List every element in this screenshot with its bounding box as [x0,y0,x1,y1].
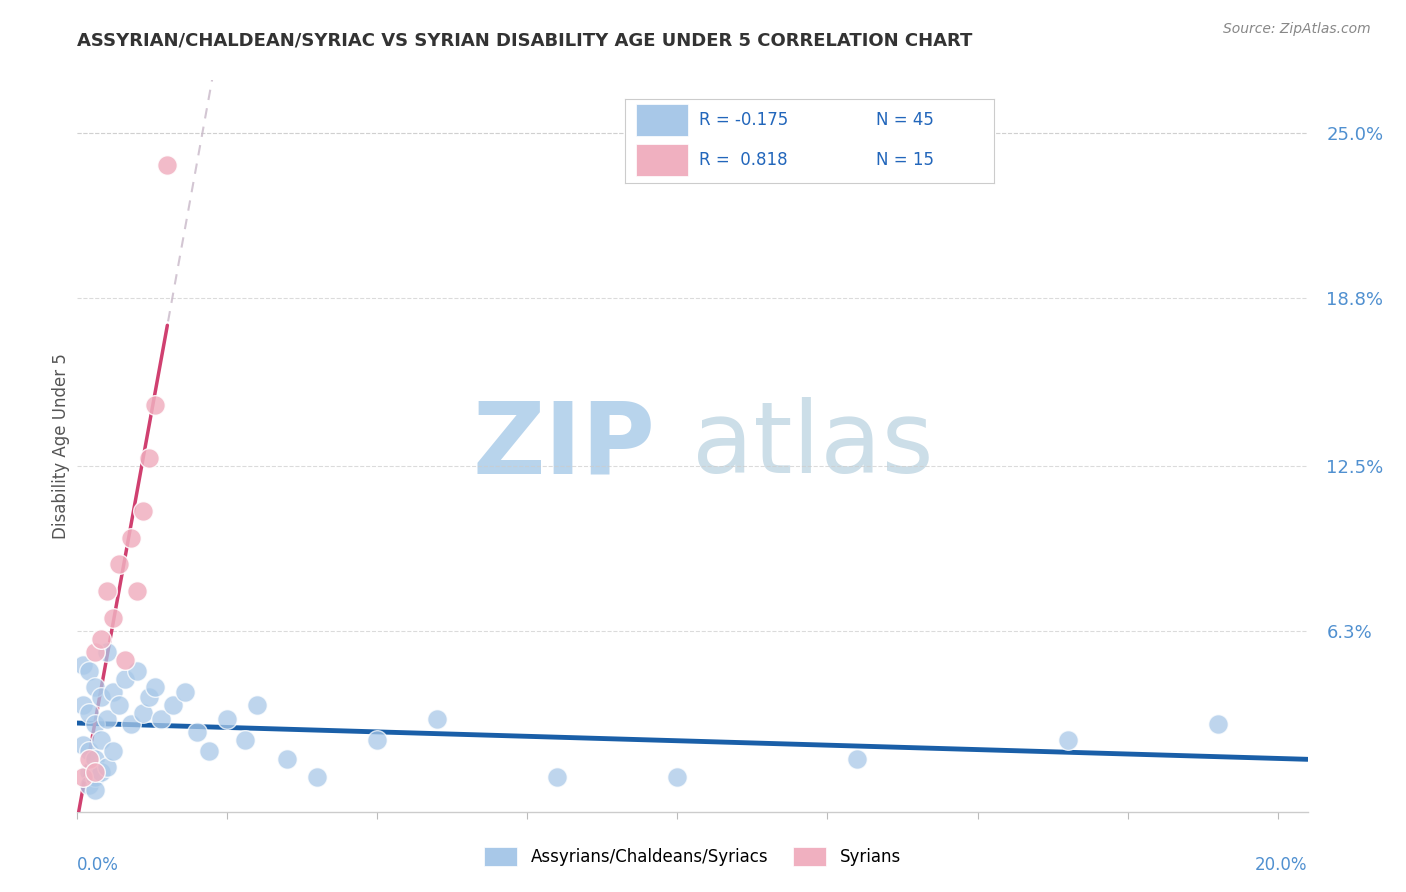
Point [79,764,101,779]
Point [307,770,329,784]
Point [426,712,449,726]
Point [84,680,107,694]
Point [132,706,155,721]
Point [103,685,125,699]
Text: Source: ZipAtlas.com: Source: ZipAtlas.com [1223,22,1371,37]
Point [198,743,221,757]
Point [79,751,101,765]
Point [84,770,107,784]
Point [90,690,112,705]
Point [138,450,160,465]
Point [108,558,131,572]
Point [103,610,125,624]
Point [156,158,179,172]
Point [72,738,94,752]
Point [276,751,298,765]
Point [127,584,149,599]
Point [120,531,142,545]
Point [84,764,107,779]
Point [108,698,131,713]
Point [103,743,125,757]
Point [846,751,869,765]
Point [96,712,118,726]
Point [217,712,239,726]
Point [143,680,166,694]
Point [127,664,149,678]
Point [90,632,112,646]
Text: ZIP: ZIP [472,398,655,494]
Point [235,732,257,747]
Point [366,732,388,747]
Point [79,706,101,721]
Y-axis label: Disability Age Under 5: Disability Age Under 5 [52,353,70,539]
Point [72,698,94,713]
Point [120,717,142,731]
Point [1056,732,1078,747]
Point [96,645,118,659]
Point [143,398,166,412]
Point [246,698,269,713]
Point [90,764,112,779]
Legend: Assyrians/Chaldeans/Syriacs, Syrians: Assyrians/Chaldeans/Syriacs, Syrians [477,840,908,873]
Point [84,717,107,731]
Point [96,584,118,599]
Point [132,504,155,518]
Point [114,672,136,686]
Point [72,770,94,784]
Point [150,712,173,726]
Point [72,658,94,673]
Point [84,783,107,797]
Text: ASSYRIAN/CHALDEAN/SYRIAC VS SYRIAN DISABILITY AGE UNDER 5 CORRELATION CHART: ASSYRIAN/CHALDEAN/SYRIAC VS SYRIAN DISAB… [77,31,973,49]
Point [79,664,101,678]
Point [174,685,197,699]
Text: atlas: atlas [693,398,934,494]
Point [138,690,160,705]
Point [79,778,101,792]
Point [96,759,118,773]
Point [666,770,689,784]
Point [79,743,101,757]
Point [162,698,184,713]
Point [114,653,136,667]
Text: 0.0%: 0.0% [77,855,120,873]
Point [546,770,568,784]
Point [90,732,112,747]
Point [1206,717,1229,731]
Point [84,645,107,659]
Point [186,725,208,739]
Text: 20.0%: 20.0% [1256,855,1308,873]
Point [84,751,107,765]
